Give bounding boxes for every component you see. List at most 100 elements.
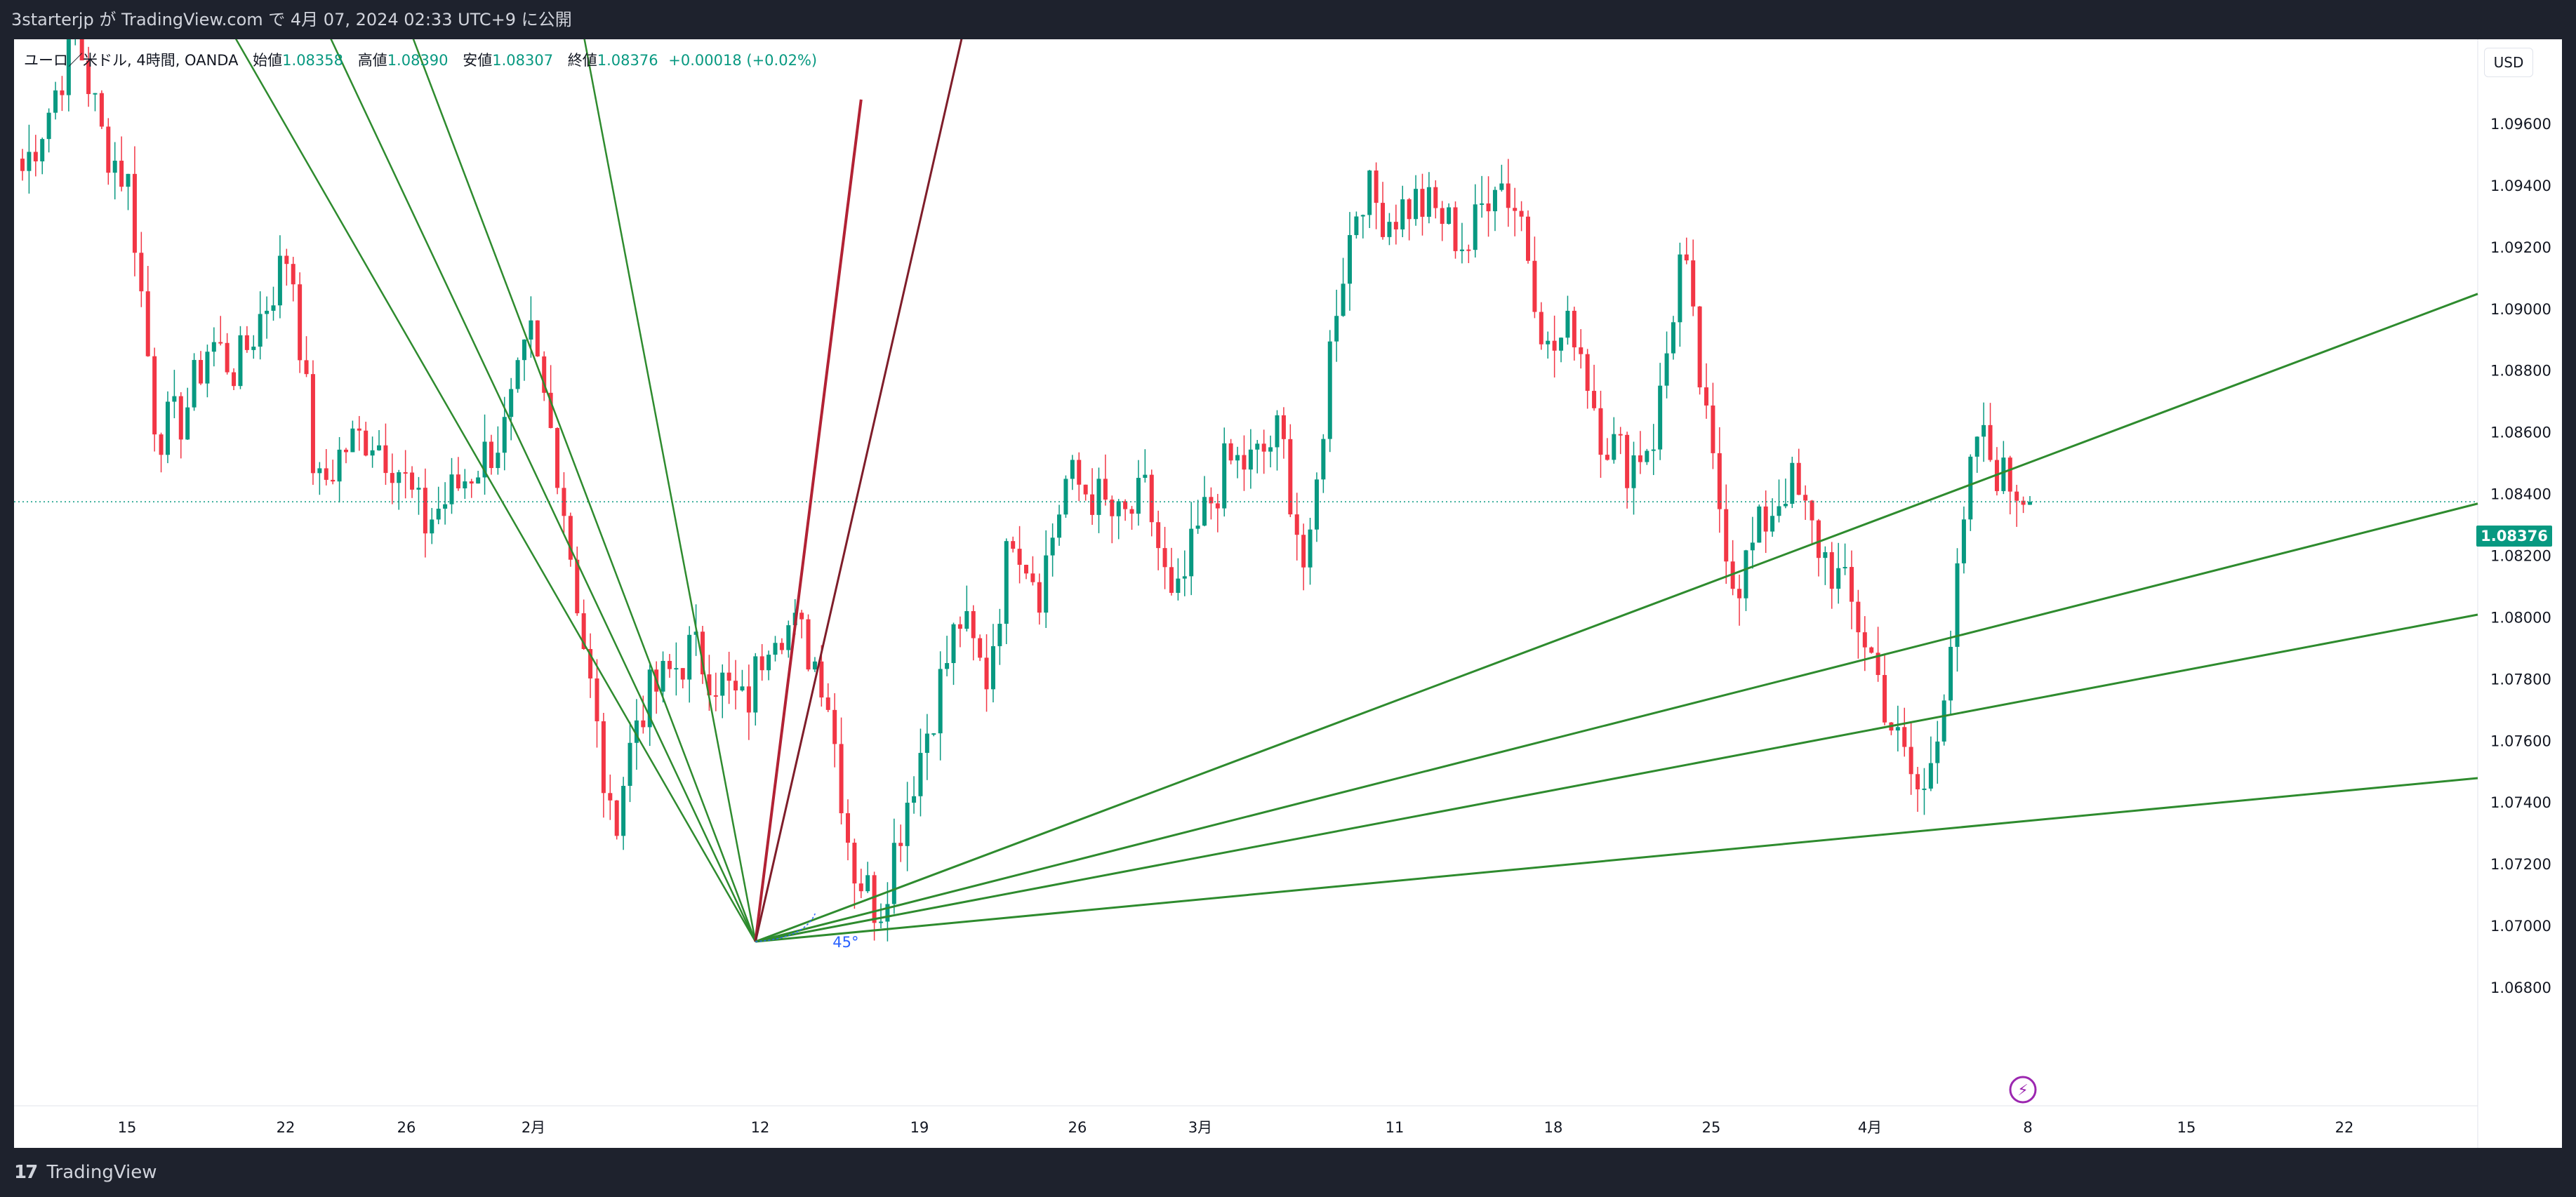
candle-body bbox=[608, 793, 613, 801]
candle-body bbox=[86, 60, 91, 95]
candle-body bbox=[1618, 434, 1623, 436]
close-label: 終値 bbox=[567, 52, 597, 69]
candle-body bbox=[885, 904, 890, 922]
candle-body bbox=[674, 668, 679, 670]
candle-body bbox=[1393, 222, 1398, 229]
candle-body bbox=[1810, 500, 1814, 521]
candle-body bbox=[1691, 260, 1696, 307]
candle-body bbox=[575, 559, 580, 614]
chart-pane[interactable]: 1.06800 1.07000 1.07200 1.07400 1.07600 1.078… bbox=[14, 39, 2562, 1148]
gann-fan-line bbox=[755, 777, 2478, 943]
candle-body bbox=[964, 610, 969, 629]
candle-body bbox=[1598, 408, 1603, 455]
candle-body bbox=[265, 310, 270, 314]
candle-body bbox=[1228, 443, 1233, 461]
candle-body bbox=[1922, 788, 1927, 790]
candle-body bbox=[1948, 646, 1953, 701]
candle-body bbox=[1447, 207, 1452, 225]
candle-body bbox=[628, 742, 632, 787]
candle-body bbox=[139, 253, 144, 292]
price-chart[interactable]: 1.06800 1.07000 1.07200 1.07400 1.07600 1.078… bbox=[14, 39, 2562, 1148]
candle-body bbox=[152, 356, 157, 435]
candle-body bbox=[159, 434, 164, 455]
candle-body bbox=[1123, 501, 1128, 509]
candle-body bbox=[720, 672, 725, 696]
gann-fan-line bbox=[412, 39, 757, 942]
candle-body bbox=[990, 646, 995, 690]
time-tick-label: 26 bbox=[397, 1119, 416, 1136]
candle-body bbox=[1480, 203, 1485, 205]
candle-body bbox=[211, 342, 216, 352]
gann-fan-line bbox=[234, 39, 757, 942]
candle-body bbox=[1928, 763, 1933, 789]
candle-body bbox=[310, 374, 315, 474]
candle-body bbox=[1321, 439, 1326, 480]
candle-body bbox=[1823, 551, 1828, 559]
candle-body bbox=[1090, 494, 1095, 515]
candle-body bbox=[945, 663, 950, 669]
candle-body bbox=[806, 619, 811, 670]
candle-body bbox=[1063, 479, 1068, 515]
candle-body bbox=[687, 634, 692, 680]
candle-body bbox=[298, 284, 303, 361]
publish-info: 3starterjp が TradingView.com で 4月 07, 20… bbox=[11, 10, 572, 29]
time-tick-label: 12 bbox=[751, 1119, 770, 1136]
candle-body bbox=[1916, 774, 1920, 789]
candle-body bbox=[812, 661, 817, 670]
candle-body bbox=[79, 39, 84, 61]
candle-body bbox=[1077, 460, 1082, 485]
candle-body bbox=[1176, 578, 1181, 593]
candle-body bbox=[1651, 449, 1656, 451]
candle-body bbox=[1565, 310, 1570, 338]
candle-body bbox=[1070, 460, 1075, 479]
candle-body bbox=[548, 392, 553, 429]
price-tick-label: 1.07600 bbox=[2490, 733, 2551, 749]
candle-body bbox=[304, 360, 309, 375]
candle-body bbox=[601, 721, 606, 794]
candle-body bbox=[46, 112, 51, 140]
candle-body bbox=[277, 255, 282, 306]
ohlc-legend: ユーロ／米ドル, 4時間, OANDA 始値1.08358 高値1.08390 … bbox=[24, 49, 817, 70]
candle-body bbox=[1017, 549, 1022, 565]
candle-body bbox=[423, 488, 427, 534]
candle-body bbox=[1875, 653, 1880, 676]
candle-body bbox=[1803, 495, 1808, 501]
candle-body bbox=[337, 449, 342, 482]
candle-body bbox=[343, 449, 348, 453]
candle-body bbox=[1605, 455, 1609, 460]
candle-body bbox=[33, 152, 38, 161]
candle-body bbox=[1612, 434, 1616, 460]
price-tick-label: 1.07000 bbox=[2490, 918, 2551, 935]
currency-button[interactable]: USD bbox=[2484, 48, 2533, 77]
candle-body bbox=[1724, 509, 1729, 562]
candle-body bbox=[476, 477, 481, 484]
candle-body bbox=[232, 372, 237, 387]
candle-body bbox=[680, 668, 685, 680]
symbol-label[interactable]: ユーロ／米ドル, 4時間, OANDA bbox=[24, 52, 239, 69]
candle-body bbox=[192, 360, 197, 408]
candle-body bbox=[707, 674, 712, 695]
fan-angle-label: 45° bbox=[832, 934, 858, 951]
price-tick-label: 1.09000 bbox=[2490, 301, 2551, 318]
candle-body bbox=[1816, 520, 1821, 559]
price-tick-label: 1.07800 bbox=[2490, 671, 2551, 688]
candle-body bbox=[529, 320, 533, 340]
footer-brand[interactable]: 17 TradingView bbox=[0, 1148, 2576, 1197]
price-tick-label: 1.06800 bbox=[2490, 979, 2551, 996]
candle-body bbox=[713, 695, 718, 697]
candle-body bbox=[1711, 405, 1715, 453]
gann-fan-line bbox=[583, 39, 757, 942]
candle-body bbox=[641, 720, 646, 728]
candle-body bbox=[1407, 199, 1412, 220]
candle-body bbox=[145, 291, 150, 356]
candle-body bbox=[1149, 474, 1154, 523]
candle-body bbox=[1883, 675, 1887, 723]
candle-body bbox=[773, 643, 778, 655]
candle-body bbox=[819, 661, 824, 698]
candle-body bbox=[1684, 254, 1689, 261]
candle-body bbox=[1856, 601, 1861, 633]
candle-body bbox=[1308, 529, 1313, 568]
candle-body bbox=[436, 509, 441, 520]
candle-body bbox=[1381, 203, 1386, 237]
candle-body bbox=[119, 161, 124, 187]
